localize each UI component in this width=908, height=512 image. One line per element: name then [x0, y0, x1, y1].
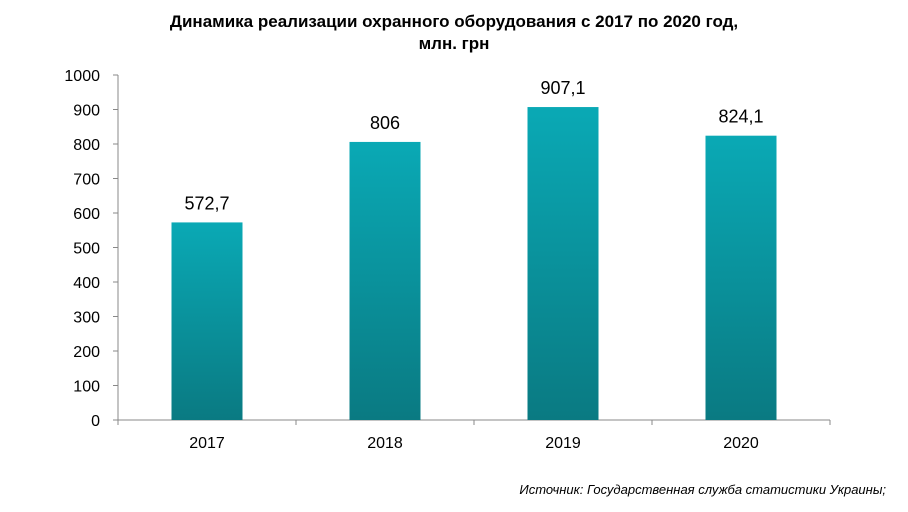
data-label-2019: 907,1 [540, 78, 585, 98]
y-tick-label: 800 [73, 137, 100, 154]
bar-2017 [171, 222, 243, 420]
x-tick-label-2020: 2020 [723, 435, 759, 452]
y-tick-label: 200 [73, 344, 100, 361]
bar-2019 [527, 107, 599, 420]
data-label-2017: 572,7 [184, 193, 229, 213]
x-tick-label-2019: 2019 [545, 435, 581, 452]
y-tick-label: 500 [73, 241, 100, 258]
y-tick-label: 700 [73, 172, 100, 189]
chart-title-line1: Динамика реализации охранного оборудован… [170, 12, 738, 31]
source-note: Источник: Государственная служба статист… [519, 482, 886, 497]
plot-area: 0 100 200 300 400 500 600 700 800 900 1000 572,7 201… [64, 68, 831, 452]
x-tick-label-2017: 2017 [189, 435, 225, 452]
y-tick-label: 600 [73, 206, 100, 223]
bar-2020 [705, 135, 777, 421]
data-label-2018: 806 [370, 113, 400, 133]
chart-title-line2: млн. грн [419, 34, 490, 53]
y-tick-label: 900 [73, 103, 100, 120]
y-tick-label: 300 [73, 310, 100, 327]
data-label-2020: 824,1 [718, 107, 763, 127]
y-tick-label: 100 [73, 379, 100, 396]
x-tick-label-2018: 2018 [367, 435, 403, 452]
y-tick-label: 0 [91, 413, 100, 430]
bar-2018 [349, 141, 421, 420]
y-tick-label: 400 [73, 275, 100, 292]
y-tick-label: 1000 [64, 68, 100, 85]
